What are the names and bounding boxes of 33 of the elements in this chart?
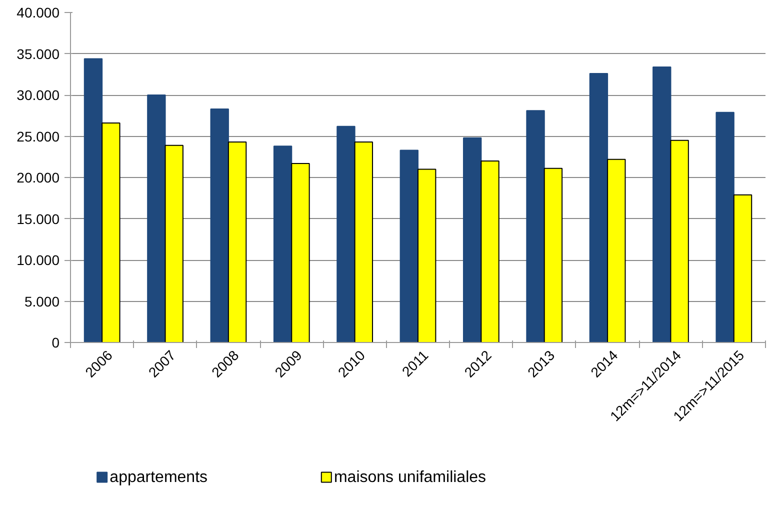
bar [733,194,752,342]
bar [400,150,418,342]
legend-label: maisons unifamiliales [334,468,486,486]
bar [164,144,184,342]
bar [291,162,310,342]
y-tick-label: 0 [52,334,60,350]
y-tick-label: 30.000 [16,87,60,103]
bar [480,160,500,342]
bar [273,146,292,342]
bar [336,126,356,342]
bar [462,137,482,342]
bar [670,140,689,342]
bar [652,66,672,342]
legend-label: appartements [110,468,208,486]
bar [544,168,563,342]
bar [589,73,608,342]
y-tick-label: 40.000 [16,4,60,20]
bar [228,142,247,342]
bar [102,122,120,342]
bar [354,142,374,342]
y-tick-label: 20.000 [16,170,60,186]
bar [210,108,229,342]
y-tick-label: 10.000 [16,252,60,268]
y-tick-label: 5.000 [24,293,60,310]
bar [84,58,103,342]
y-tick-label: 35.000 [16,46,60,62]
bar [716,112,734,342]
bar [147,94,166,342]
bar [418,168,436,342]
bar [607,158,626,342]
bar [526,110,545,342]
y-tick-label: 15.000 [16,210,60,227]
y-tick-label: 25.000 [16,128,60,144]
